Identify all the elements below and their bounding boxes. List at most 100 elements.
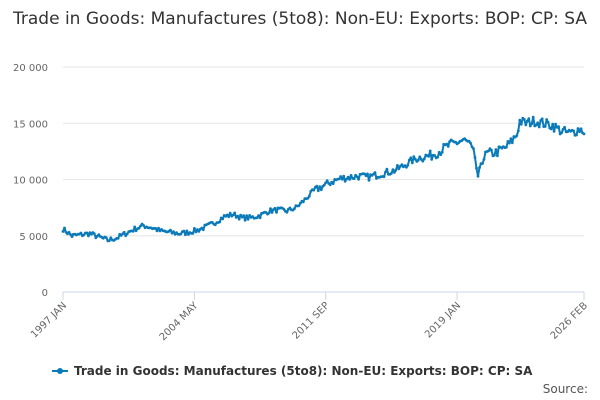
data-point [82, 233, 86, 237]
data-point [390, 172, 393, 175]
data-point [396, 164, 399, 167]
data-point [509, 137, 513, 141]
data-point [536, 121, 540, 125]
chart-title: Trade in Goods: Manufactures (5to8): Non… [0, 8, 600, 31]
data-point [67, 230, 71, 234]
data-point [109, 236, 113, 240]
data-point [349, 174, 353, 177]
data-point [69, 233, 72, 236]
data-point [494, 148, 498, 151]
data-point [545, 118, 549, 121]
data-point [169, 228, 172, 232]
data-point [322, 183, 326, 187]
chart-title-text: Trade in Goods: Manufactures (5to8): Non… [13, 9, 587, 29]
data-point [107, 239, 111, 243]
x-tick-label: 1997 JAN [29, 300, 69, 340]
data-point [554, 122, 557, 126]
y-tick-label: 10 000 [13, 176, 48, 187]
data-point [237, 217, 241, 221]
data-point [472, 147, 475, 151]
x-tick-label: 2011 SEP [291, 300, 332, 341]
source-note: Source: [542, 382, 588, 396]
data-point [475, 166, 478, 170]
data-point [282, 207, 286, 211]
data-point [297, 204, 301, 208]
data-point [340, 177, 344, 181]
data-point [516, 129, 520, 133]
data-point [269, 207, 272, 211]
data-point [519, 122, 523, 126]
data-point [505, 145, 508, 149]
data-point [563, 125, 566, 129]
data-point [87, 234, 90, 238]
data-point [436, 155, 440, 159]
data-point [418, 155, 422, 159]
data-point [352, 177, 356, 181]
data-point [578, 130, 581, 134]
data-point [193, 227, 196, 230]
data-point [125, 232, 129, 236]
data-point [391, 168, 395, 172]
data-point [551, 122, 555, 126]
data-point [400, 163, 404, 167]
data-point [382, 175, 386, 179]
data-point [157, 226, 160, 230]
data-point [194, 230, 198, 234]
data-point [258, 216, 262, 220]
data-point [412, 155, 416, 159]
y-tick-label: 5 000 [19, 232, 48, 243]
data-point [537, 125, 541, 129]
x-tick-label: 2004 MAY [158, 300, 201, 343]
data-point [70, 235, 74, 239]
data-point [508, 141, 511, 145]
data-point [236, 214, 240, 218]
y-tick-label: 0 [42, 288, 48, 299]
data-point [546, 121, 550, 124]
data-point [191, 232, 195, 235]
data-point [493, 153, 496, 157]
data-point [221, 217, 225, 221]
data-point [92, 232, 96, 236]
data-point [487, 149, 490, 153]
data-point [242, 214, 246, 218]
data-point [154, 227, 158, 230]
data-point [440, 150, 444, 154]
data-point [172, 230, 175, 234]
data-point [342, 174, 346, 178]
data-point [576, 127, 580, 130]
data-point [439, 153, 443, 157]
data-point [293, 207, 296, 211]
data-point [133, 225, 137, 229]
data-point [421, 159, 425, 163]
data-point [137, 226, 141, 230]
data-point [560, 131, 563, 135]
y-tick-label: 20 000 [13, 63, 48, 74]
data-point [528, 124, 532, 128]
data-point [243, 218, 247, 222]
data-point [116, 236, 120, 240]
data-point [348, 178, 351, 181]
data-point [481, 162, 484, 165]
data-point [530, 122, 534, 126]
data-point [476, 174, 480, 178]
data-point [213, 223, 217, 227]
data-point [534, 123, 538, 127]
data-point [63, 226, 66, 230]
data-point [285, 210, 289, 214]
data-point [270, 211, 274, 214]
data-point [301, 200, 305, 204]
data-point [315, 184, 319, 188]
data-point [85, 231, 89, 235]
data-point [337, 177, 341, 181]
data-point [184, 233, 187, 237]
data-point [518, 118, 522, 122]
data-point [552, 129, 556, 133]
data-point [496, 154, 499, 158]
data-point [246, 217, 250, 221]
data-point [579, 127, 583, 131]
data-point [325, 179, 329, 183]
legend[interactable]: Trade in Goods: Manufactures (5to8): Non… [52, 364, 532, 378]
data-point [357, 177, 360, 181]
data-point [405, 165, 408, 169]
data-point [393, 171, 396, 174]
